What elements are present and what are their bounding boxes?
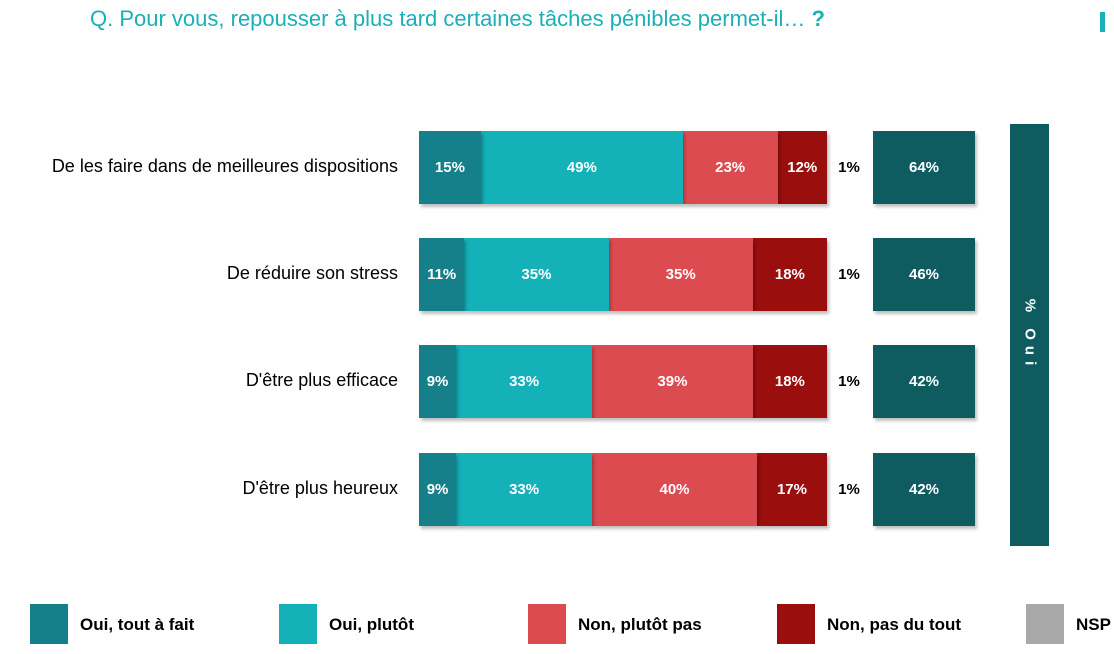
data-label: 9%: [426, 481, 449, 498]
data-label: 23%: [715, 159, 746, 176]
corner-accent: [1100, 12, 1105, 32]
data-label: 35%: [665, 266, 696, 283]
data-label: 18%: [774, 373, 805, 390]
bar-segment-oui_plutot: 35%: [464, 238, 609, 311]
data-label: 33%: [509, 481, 540, 498]
oui-total-value: 64%: [873, 131, 975, 204]
oui-total-value: 42%: [873, 345, 975, 418]
legend-swatch: [528, 604, 566, 644]
oui-total-value-label: 42%: [908, 481, 940, 498]
bar-segment-oui_tout_a_fait: 15%: [419, 131, 481, 204]
data-label: 33%: [509, 373, 540, 390]
data-label: 15%: [434, 159, 465, 176]
chart-title-mark: ?: [811, 6, 825, 31]
data-label: 35%: [521, 266, 552, 283]
data-label: 17%: [776, 481, 807, 498]
data-label: 9%: [426, 373, 449, 390]
oui-total-value: 46%: [873, 238, 975, 311]
oui-total-value-label: 46%: [908, 266, 940, 283]
data-label: 18%: [774, 266, 805, 283]
bar-segment-oui_tout_a_fait: 9%: [419, 345, 457, 418]
oui-total-value-label: 42%: [908, 373, 940, 390]
legend-label: Non, pas du tout: [827, 615, 962, 634]
data-label: 40%: [659, 481, 690, 498]
data-label: 11%: [427, 266, 457, 283]
data-label: 39%: [657, 373, 688, 390]
legend-swatch: [1026, 604, 1064, 644]
legend-swatch: [279, 604, 317, 644]
nsp-value: 1%: [838, 481, 860, 498]
category-label: De les faire dans de meilleures disposit…: [51, 156, 398, 176]
category-label: D'être plus heureux: [242, 478, 398, 498]
bar-segment-oui_plutot: 33%: [456, 345, 593, 418]
bar-segment-non_plutot_pas: 35%: [608, 238, 753, 311]
chart-title: Q. Pour vous, repousser à plus tard cert…: [90, 6, 825, 32]
oui-total-value: 42%: [873, 453, 975, 526]
legend-label: Oui, plutôt: [329, 615, 414, 634]
legend-swatch: [777, 604, 815, 644]
bar-segment-non_pas_du_tout: 12%: [777, 131, 827, 204]
category-label: De réduire son stress: [226, 263, 398, 283]
data-label: 49%: [566, 159, 597, 176]
bar-segment-non_plutot_pas: 39%: [592, 345, 753, 418]
legend-label: Oui, tout à fait: [80, 615, 195, 634]
chart-title-question: Q. Pour vous, repousser à plus tard cert…: [90, 6, 806, 31]
bar-segment-non_pas_du_tout: 18%: [752, 238, 827, 311]
bar-segment-oui_tout_a_fait: 9%: [419, 453, 457, 526]
bar-segment-oui_tout_a_fait: 11%: [419, 238, 465, 311]
oui-total-band: % Oui: [1010, 124, 1049, 546]
nsp-value: 1%: [838, 159, 860, 176]
oui-total-value-label: 64%: [908, 159, 940, 176]
legend-swatch: [30, 604, 68, 644]
bar-segment-non_pas_du_tout: 17%: [756, 453, 827, 526]
legend-label: NSP: [1076, 615, 1111, 634]
category-label: D'être plus efficace: [245, 370, 398, 390]
bar-segment-oui_plutot: 49%: [480, 131, 683, 204]
bar-segment-non_plutot_pas: 23%: [682, 131, 778, 204]
bar-segment-non_pas_du_tout: 18%: [752, 345, 827, 418]
legend-label: Non, plutôt pas: [578, 615, 702, 634]
bar-segment-oui_plutot: 33%: [456, 453, 593, 526]
nsp-value: 1%: [838, 373, 860, 390]
oui-total-label: % Oui: [1021, 298, 1038, 372]
data-label: 12%: [787, 159, 818, 176]
bar-segment-non_plutot_pas: 40%: [592, 453, 757, 526]
nsp-value: 1%: [838, 266, 860, 283]
